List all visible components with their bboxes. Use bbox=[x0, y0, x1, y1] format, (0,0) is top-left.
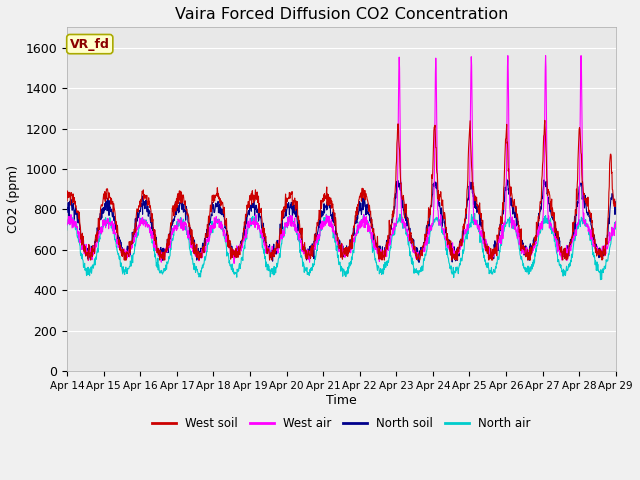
X-axis label: Time: Time bbox=[326, 394, 356, 407]
Y-axis label: CO2 (ppm): CO2 (ppm) bbox=[7, 165, 20, 233]
Title: Vaira Forced Diffusion CO2 Concentration: Vaira Forced Diffusion CO2 Concentration bbox=[175, 7, 508, 22]
Legend: West soil, West air, North soil, North air: West soil, West air, North soil, North a… bbox=[148, 412, 535, 434]
Text: VR_fd: VR_fd bbox=[70, 37, 109, 50]
